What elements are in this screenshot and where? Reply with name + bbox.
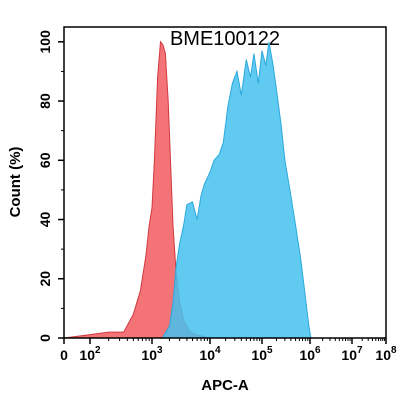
y-tick-label-1: 20 bbox=[37, 271, 53, 287]
x-axis-title: APC-A bbox=[201, 377, 249, 394]
y-tick-label-2: 40 bbox=[37, 212, 53, 228]
x-tick-label-5: 106 bbox=[299, 345, 321, 363]
y-tick-label-4: 80 bbox=[37, 93, 53, 109]
y-tick-label-5: 100 bbox=[37, 30, 53, 54]
x-tick-label-0: 0 bbox=[60, 347, 68, 363]
chart-title: BME100122 bbox=[170, 28, 280, 50]
series-layer bbox=[63, 40, 312, 339]
y-tick-label-0: 0 bbox=[37, 334, 53, 342]
y-axis: 0 20 40 60 80 100 bbox=[37, 30, 64, 342]
x-axis: 0 102 103 104 105 106 107 108 bbox=[60, 338, 397, 363]
plot-frame bbox=[63, 26, 387, 339]
x-tick-label-6: 107 bbox=[341, 345, 363, 363]
x-tick-label-2: 103 bbox=[141, 345, 163, 363]
series-area-2 bbox=[161, 41, 312, 339]
y-axis-title: Count (%) bbox=[7, 147, 24, 218]
x-tick-label-1: 102 bbox=[79, 345, 101, 363]
y-tick-label-3: 60 bbox=[37, 152, 53, 168]
x-tick-label-4: 105 bbox=[251, 345, 273, 363]
x-tick-label-7: 108 bbox=[375, 345, 397, 363]
x-tick-label-3: 104 bbox=[199, 345, 221, 363]
